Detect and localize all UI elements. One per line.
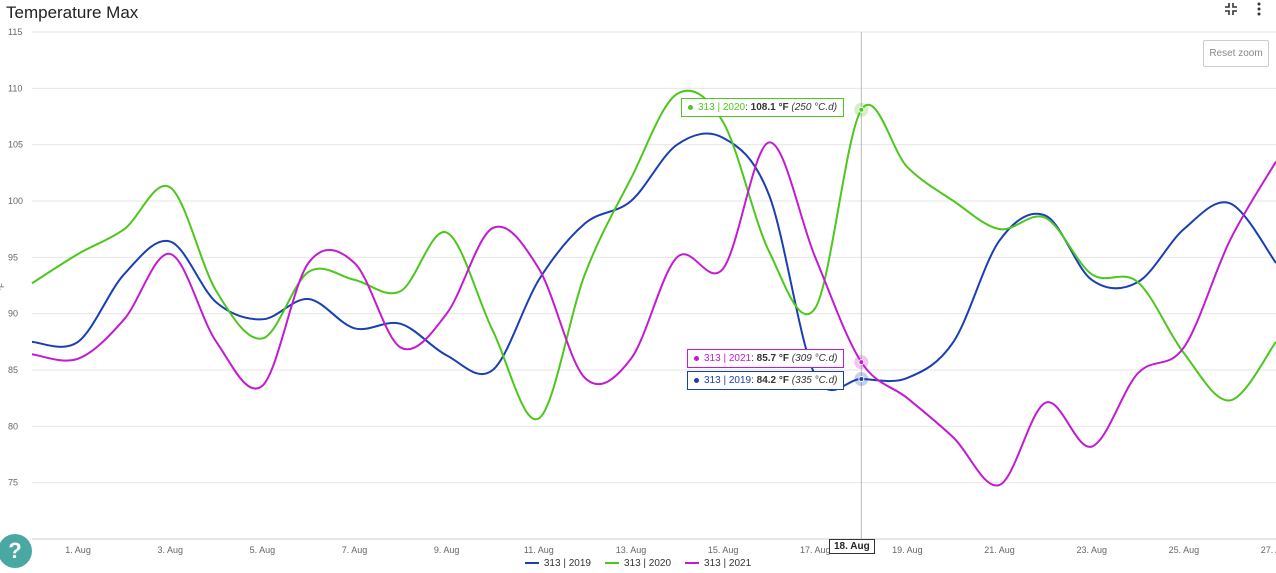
help-button[interactable]: ? bbox=[0, 534, 32, 568]
x-tick-label: 21. Aug bbox=[984, 545, 1015, 555]
legend-swatch bbox=[524, 562, 539, 564]
grid-lines bbox=[32, 31, 1276, 484]
x-tick-label: 11. Aug bbox=[524, 545, 554, 555]
y-tick-label: 95 bbox=[8, 252, 18, 262]
chart-title: Temperature Max bbox=[6, 3, 139, 22]
x-tick-label: 7. Aug bbox=[342, 545, 368, 555]
legend-label: 313 | 2021 bbox=[704, 557, 752, 569]
hover-point bbox=[858, 106, 865, 113]
y-tick-label: 85 bbox=[8, 365, 18, 375]
y-tick-label: 105 bbox=[8, 140, 23, 150]
series-line-1 bbox=[31, 132, 1276, 391]
hover-point bbox=[858, 359, 865, 366]
x-tick-label: 3. Aug bbox=[157, 545, 183, 555]
x-tick-label: 1. Aug bbox=[65, 545, 91, 555]
x-tick-label: 13. Aug bbox=[616, 545, 647, 555]
x-tick-label: 19. Aug bbox=[892, 545, 923, 555]
y-tick-label: 90 bbox=[8, 309, 18, 319]
series-dot-icon bbox=[694, 355, 699, 361]
tooltip-2019: 313 | 2019: 84.2 °F (335 °C.d) bbox=[687, 371, 845, 390]
hover-markers bbox=[854, 102, 869, 387]
legend-label: 313 | 2019 bbox=[543, 557, 591, 569]
tooltip-2020: 313 | 2020: 108.1 °F (250 °C.d) bbox=[681, 98, 845, 117]
series-layer bbox=[31, 89, 1276, 487]
legend-label: 313 | 2020 bbox=[623, 557, 672, 569]
collapse-icon[interactable] bbox=[1224, 2, 1238, 20]
y-tick-label: 115 bbox=[8, 27, 22, 37]
y-tick-label: 75 bbox=[8, 478, 18, 488]
legend-item[interactable]: 313 | 2020 bbox=[604, 557, 672, 569]
tooltip-extra: (309 °C.d) bbox=[791, 353, 838, 364]
x-tick-label: 23. Aug bbox=[1076, 545, 1107, 555]
y-tick-label: 80 bbox=[8, 421, 18, 431]
series-dot-icon bbox=[694, 377, 699, 383]
tooltip-2021: 313 | 2021: 85.7 °F (309 °C.d) bbox=[687, 349, 845, 368]
x-axis: 1. Aug 3. Aug 5. Aug 7. Aug 9. Aug 11. Aug 13.… bbox=[32, 538, 1276, 555]
x-tick-label: 5. Aug bbox=[250, 545, 276, 555]
x-tick-label: 17. Aug bbox=[800, 545, 831, 555]
tooltip-value: 85.7 °F bbox=[756, 353, 790, 364]
x-tick-label: 15. Aug bbox=[708, 545, 739, 555]
series-dot-icon bbox=[688, 104, 693, 110]
legend-swatch bbox=[685, 562, 700, 564]
series-line-2 bbox=[31, 89, 1276, 421]
x-tick-label: 9. Aug bbox=[434, 545, 460, 555]
y-tick-label: 110 bbox=[8, 83, 22, 93]
tooltip-series-name: 313 | 2020 bbox=[698, 102, 746, 113]
series-line-3 bbox=[31, 141, 1276, 487]
legend-item[interactable]: 313 | 2019 bbox=[524, 557, 591, 569]
tooltip-extra: (335 °C.d) bbox=[791, 375, 838, 386]
tooltip-value: 84.2 °F bbox=[756, 375, 790, 386]
x-tick-label: 27. Aug bbox=[1261, 545, 1276, 555]
legend: 313 | 2019 313 | 2020 313 | 2021 bbox=[0, 556, 1276, 569]
legend-item[interactable]: 313 | 2021 bbox=[685, 558, 751, 569]
x-tick-label: 25. Aug bbox=[1169, 545, 1200, 555]
tooltip-value: 108.1 °F bbox=[750, 102, 789, 113]
hover-point bbox=[858, 376, 865, 383]
tooltip-series-name: 313 | 2021 bbox=[704, 353, 752, 364]
y-axis: 75 80 85 90 95 100 105 110 115 bbox=[8, 27, 23, 488]
more-vert-icon[interactable] bbox=[1256, 2, 1262, 20]
hover-x-label: 18. Aug bbox=[829, 539, 875, 554]
legend-swatch bbox=[604, 562, 619, 564]
reset-zoom-button[interactable]: Reset zoom bbox=[1203, 40, 1269, 67]
tooltip-extra: (250 °C.d) bbox=[791, 102, 838, 113]
y-tick-label: 100 bbox=[8, 196, 23, 206]
y-axis-label: °F bbox=[0, 283, 6, 291]
tooltip-series-name: 313 | 2019 bbox=[704, 375, 752, 386]
